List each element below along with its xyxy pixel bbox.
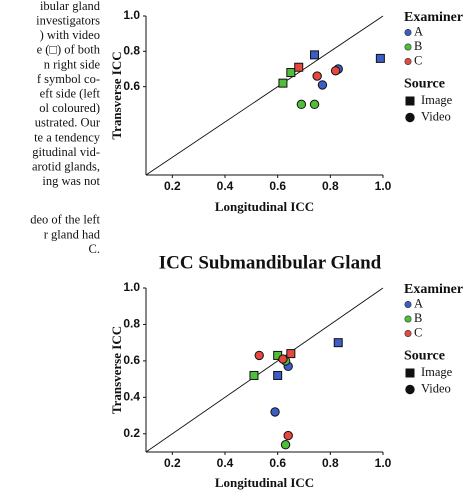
legend-marker [405,368,415,378]
legend-label: B [414,39,422,53]
x-tick-label: 0.6 [269,179,286,193]
data-point [280,440,291,450]
legend-title: Examiner [404,282,463,297]
legend-swatch [404,28,412,36]
legend-title: Source [404,77,445,92]
legend-swatch [404,57,412,65]
data-point [330,66,341,76]
legend-title: Source [404,349,445,364]
legend-label: C [414,53,422,67]
legend-label: B [414,311,422,325]
body-text-line: f symbol co- [37,72,100,86]
legend-swatch [404,43,412,51]
legend-marker [405,384,415,395]
data-point [296,99,307,110]
y-axis-label: Transverse ICC [109,51,124,139]
data-point [273,370,283,380]
body-text-line: ustrated. Our [35,116,101,130]
body-text-line: eft side (left [40,86,101,100]
data-point [294,62,304,72]
data-point [278,354,288,364]
x-tick-label: 0.8 [322,456,339,470]
body-text-line: ol coloured) [39,101,100,115]
body-text-line: gitudinal vid- [32,145,100,159]
body-text-line: ) with video [40,28,100,42]
data-point [309,99,320,110]
y-tick-label: 0.6 [123,353,140,367]
y-tick-label: 1.0 [123,280,140,294]
body-text-line: C. [89,242,100,256]
y-axis-label: Transverse ICC [109,326,124,414]
x-tick-label: 0.2 [164,179,181,193]
x-tick-label: 0.6 [269,456,286,470]
data-point [375,53,385,63]
data-point [249,370,259,380]
y-tick-label: 1.0 [123,8,140,22]
legend-marker [405,96,415,106]
data-point [286,349,296,359]
data-point [283,430,293,441]
y-tick-label: 0.8 [123,317,140,331]
body-text-line: investigators [36,13,100,27]
x-tick-label: 0.4 [217,179,234,193]
identity-line [145,15,384,176]
x-tick-label: 0.4 [217,456,234,470]
body-text-line: ibular gland [40,0,101,13]
identity-line [145,287,384,453]
legend-label: Image [421,93,453,107]
y-tick-label: 0.6 [123,79,140,93]
legend-title: Examiner [404,10,463,25]
body-text-line: te a tendency [34,130,101,144]
x-axis-label: Longitudinal ICC [215,199,314,214]
data-point [278,78,288,88]
body-text-line: r gland had [44,227,101,241]
body-text-line: deo of the left [30,213,100,227]
legend-swatch [404,315,412,323]
legend-label: A [414,296,423,310]
data-point [254,350,264,361]
legend-swatch [404,329,412,337]
legend-label: Video [421,109,451,123]
y-tick-label: 0.4 [123,390,140,404]
data-point [270,407,280,417]
legend-label: Image [421,365,453,379]
body-text-line: ing was not [42,174,100,188]
x-tick-label: 0.8 [322,179,339,193]
body-text-line: arotid glands, [32,159,100,173]
x-tick-label: 1.0 [375,456,392,470]
legend-swatch [404,300,412,308]
data-point [286,68,296,78]
chart-title: ICC Submandibular Gland [159,252,382,273]
data-point [317,80,328,90]
legend-label: A [414,24,423,38]
legend-label: C [414,325,422,339]
y-tick-label: 0.8 [123,44,140,58]
data-point [312,71,322,81]
body-text-line: n right side [44,57,101,71]
body-text-line: e (□) of both [37,43,101,57]
x-tick-label: 0.2 [164,456,181,470]
legend-label: Video [421,381,451,395]
x-tick-label: 1.0 [375,179,392,193]
y-tick-label: 0.2 [123,426,140,440]
legend-marker [405,112,415,123]
data-point [310,50,320,60]
data-point [333,338,343,348]
x-axis-label: Longitudinal ICC [215,475,314,490]
